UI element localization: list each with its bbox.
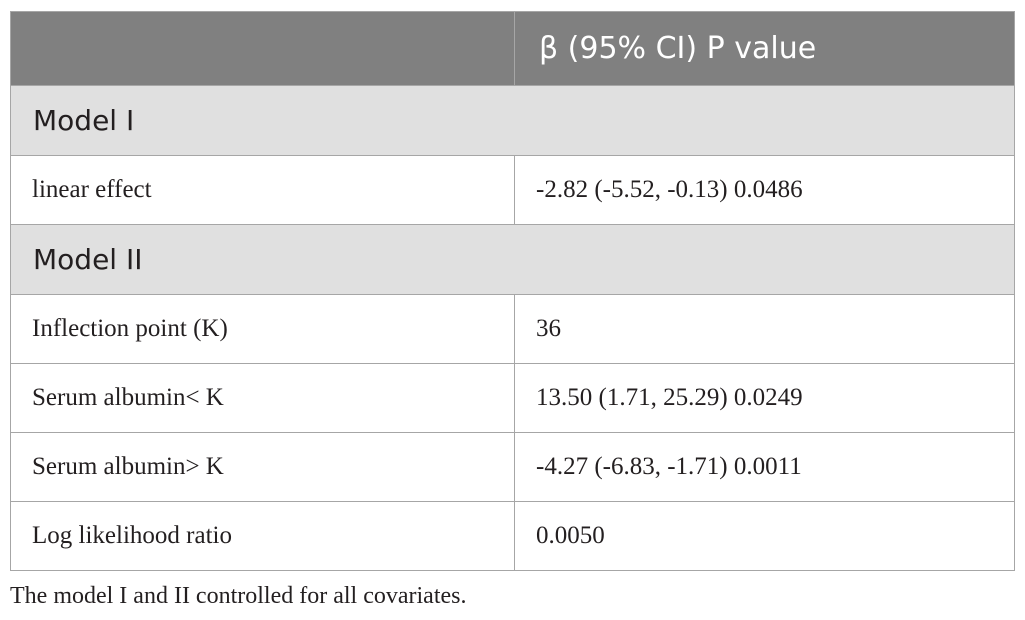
row-label: Serum albumin< K (10, 363, 515, 433)
table-row: Log likelihood ratio 0.0050 (10, 501, 1015, 571)
row-value: 36 (514, 294, 1015, 364)
table-footnote: The model I and II controlled for all co… (10, 583, 467, 609)
row-value: 13.50 (1.71, 25.29) 0.0249 (514, 363, 1015, 433)
row-label: linear effect (10, 155, 515, 225)
row-value: -4.27 (-6.83, -1.71) 0.0011 (514, 432, 1015, 502)
table-row: Serum albumin< K 13.50 (1.71, 25.29) 0.0… (10, 363, 1015, 433)
section-row-model-2: Model II (10, 224, 1015, 295)
row-label: Serum albumin> K (10, 432, 515, 502)
table-row: linear effect -2.82 (-5.52, -0.13) 0.048… (10, 155, 1015, 225)
table-row: Serum albumin> K -4.27 (-6.83, -1.71) 0.… (10, 432, 1015, 502)
table-header-row: β (95% CI) P value (10, 11, 1015, 86)
table-row: Inflection point (K) 36 (10, 294, 1015, 364)
header-cell-beta-ci-p: β (95% CI) P value (514, 11, 1015, 86)
row-label: Inflection point (K) (10, 294, 515, 364)
results-table: β (95% CI) P value Model I linear effect… (10, 11, 1015, 571)
row-label: Log likelihood ratio (10, 501, 515, 571)
section-row-model-1: Model I (10, 85, 1015, 156)
section-label: Model I (10, 85, 1015, 156)
row-value: 0.0050 (514, 501, 1015, 571)
results-table-container: β (95% CI) P value Model I linear effect… (10, 11, 1015, 571)
section-label: Model II (10, 224, 1015, 295)
row-value: -2.82 (-5.52, -0.13) 0.0486 (514, 155, 1015, 225)
header-cell-empty (10, 11, 515, 86)
